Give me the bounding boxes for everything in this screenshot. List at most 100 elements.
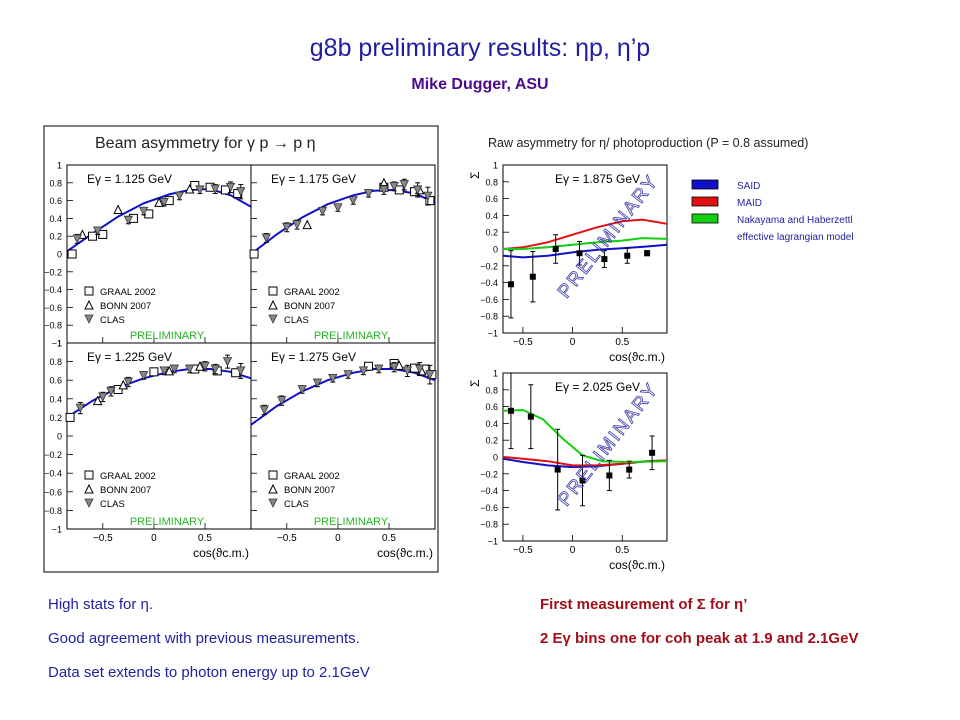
data-point	[554, 466, 561, 473]
clas-point	[415, 364, 425, 374]
graal-point	[364, 361, 374, 371]
y-tick-label: 0.4	[49, 394, 62, 404]
bonn-point	[302, 219, 313, 230]
note-high-stats: High stats for η.	[48, 596, 154, 613]
graal-point	[190, 180, 200, 190]
model-curve-nakayama	[502, 408, 668, 464]
clas-point	[93, 226, 103, 236]
y-tick-label: −1	[52, 339, 62, 349]
y-tick-label: 1	[57, 161, 62, 171]
y-tick-label: 0.6	[49, 196, 62, 206]
legend-label: BONN 2007	[284, 301, 335, 312]
clas-point	[159, 197, 169, 208]
y-tick-label: 0.8	[49, 357, 62, 367]
y-tick-label: −0.8	[44, 321, 62, 331]
clas-point	[268, 314, 278, 324]
bonn-point	[184, 183, 195, 194]
panel-6: 1 0.8 0.6 0.4 0.2 0 −0.2 −0.4 −0.6 −0.8 −1 −0.5 0 0.5…	[468, 369, 668, 572]
legend-label: BONN 2007	[284, 485, 335, 496]
note-first-measurement: First measurement of Σ for η’	[540, 596, 748, 613]
legend-swatch	[691, 213, 719, 224]
x-axis-label: cos(ϑc.m.)	[193, 546, 249, 560]
y-tick-label: 0	[493, 453, 498, 463]
y-tick-label: 0.6	[49, 376, 62, 386]
model-curve-nakayama	[503, 237, 668, 250]
clas-point	[195, 185, 205, 195]
bonn-point	[195, 361, 205, 371]
clas-point	[139, 206, 149, 217]
y-tick-label: −1	[488, 329, 498, 339]
x-tick-label: −0.5	[93, 533, 113, 544]
y-tick-label: 1	[493, 161, 498, 171]
x-tick-label: −0.5	[513, 337, 533, 348]
data-point	[576, 250, 583, 257]
clas-point	[277, 396, 287, 406]
energy-label: Eγ = 1.225 GeV	[87, 350, 172, 364]
y-tick-label: −0.6	[44, 487, 62, 497]
y-tick-label: −0.6	[44, 303, 62, 313]
bonn-point	[84, 483, 94, 494]
clas-point	[139, 371, 149, 381]
clas-point	[210, 184, 220, 194]
clas-point	[412, 185, 423, 195]
panel-2: Eγ = 1.175 GeV GRAAL 2002 BONN 2007 CLAS PRE…	[249, 164, 436, 344]
clas-point	[333, 203, 343, 213]
x-tick-label: 0.5	[615, 337, 629, 348]
data-point	[626, 466, 633, 473]
energy-label: Eγ = 1.275 GeV	[271, 350, 356, 364]
legend-label: SAID	[737, 181, 760, 192]
panel-frame	[250, 164, 436, 344]
graal-point	[268, 470, 278, 480]
left-figure-frame	[43, 125, 439, 573]
x-axis-label: cos(ϑc.m.)	[377, 546, 433, 560]
bonn-point	[92, 395, 103, 406]
data-point	[601, 256, 608, 263]
y-tick-label: 0	[493, 245, 498, 255]
x-tick-label: 0	[570, 545, 576, 556]
energy-label: Eγ = 2.025 GeV	[555, 380, 640, 394]
legend-label: GRAAL 2002	[100, 471, 156, 482]
legend-label: CLAS	[284, 499, 309, 510]
y-tick-label: 0.8	[49, 178, 62, 188]
right-figure-title: Raw asymmetry for η/ photoproduction (P …	[488, 136, 808, 150]
y-tick-label: 0.2	[49, 413, 62, 423]
y-tick-label: 0.6	[485, 194, 498, 204]
energy-label: Eγ = 1.125 GeV	[87, 172, 172, 186]
clas-point	[72, 234, 82, 244]
note-energy-range: Data set extends to photon energy up to …	[48, 664, 370, 681]
data-point	[552, 246, 559, 252]
legend-swatch	[691, 179, 719, 190]
y-tick-label: −0.2	[480, 261, 498, 271]
clas-point	[75, 403, 85, 413]
clas-point	[402, 366, 413, 376]
legend-label: GRAAL 2002	[100, 287, 156, 298]
note-agreement: Good agreement with previous measurement…	[48, 630, 360, 647]
bonn-point	[154, 197, 164, 207]
x-tick-label: −0.5	[513, 545, 533, 556]
clas-point	[236, 366, 246, 376]
preliminary-watermark: PRELIMINARY	[130, 516, 205, 528]
clas-point	[159, 366, 169, 376]
legend-label: MAID	[737, 198, 762, 209]
y-axis-label: Σ	[468, 380, 482, 387]
clas-point	[174, 191, 185, 202]
clas-point	[389, 181, 399, 192]
x-tick-label: −0.5	[277, 533, 297, 544]
preliminary-watermark: PRELIMINARY	[130, 330, 205, 342]
legend-label: BONN 2007	[100, 301, 151, 312]
y-tick-label: 0.8	[485, 177, 498, 187]
legend-label: Nakayama and Haberzettl	[737, 215, 853, 226]
preliminary-watermark: PRELIMINARY	[314, 330, 389, 342]
y-tick-label: −0.4	[44, 469, 62, 479]
clas-point	[236, 187, 246, 197]
panel-4: −0.5 0 0.5 cos(ϑc.m.) Eγ = 1.275 GeV GRAAL 20…	[250, 342, 437, 560]
y-tick-label: 0.2	[485, 436, 498, 446]
graal-point	[268, 286, 278, 296]
y-tick-label: −0.4	[480, 486, 498, 496]
y-tick-label: 0.8	[485, 385, 498, 395]
y-tick-label: −0.8	[480, 312, 498, 322]
clas-point	[317, 206, 328, 217]
graal-point	[88, 231, 98, 241]
graal-point	[67, 249, 77, 259]
